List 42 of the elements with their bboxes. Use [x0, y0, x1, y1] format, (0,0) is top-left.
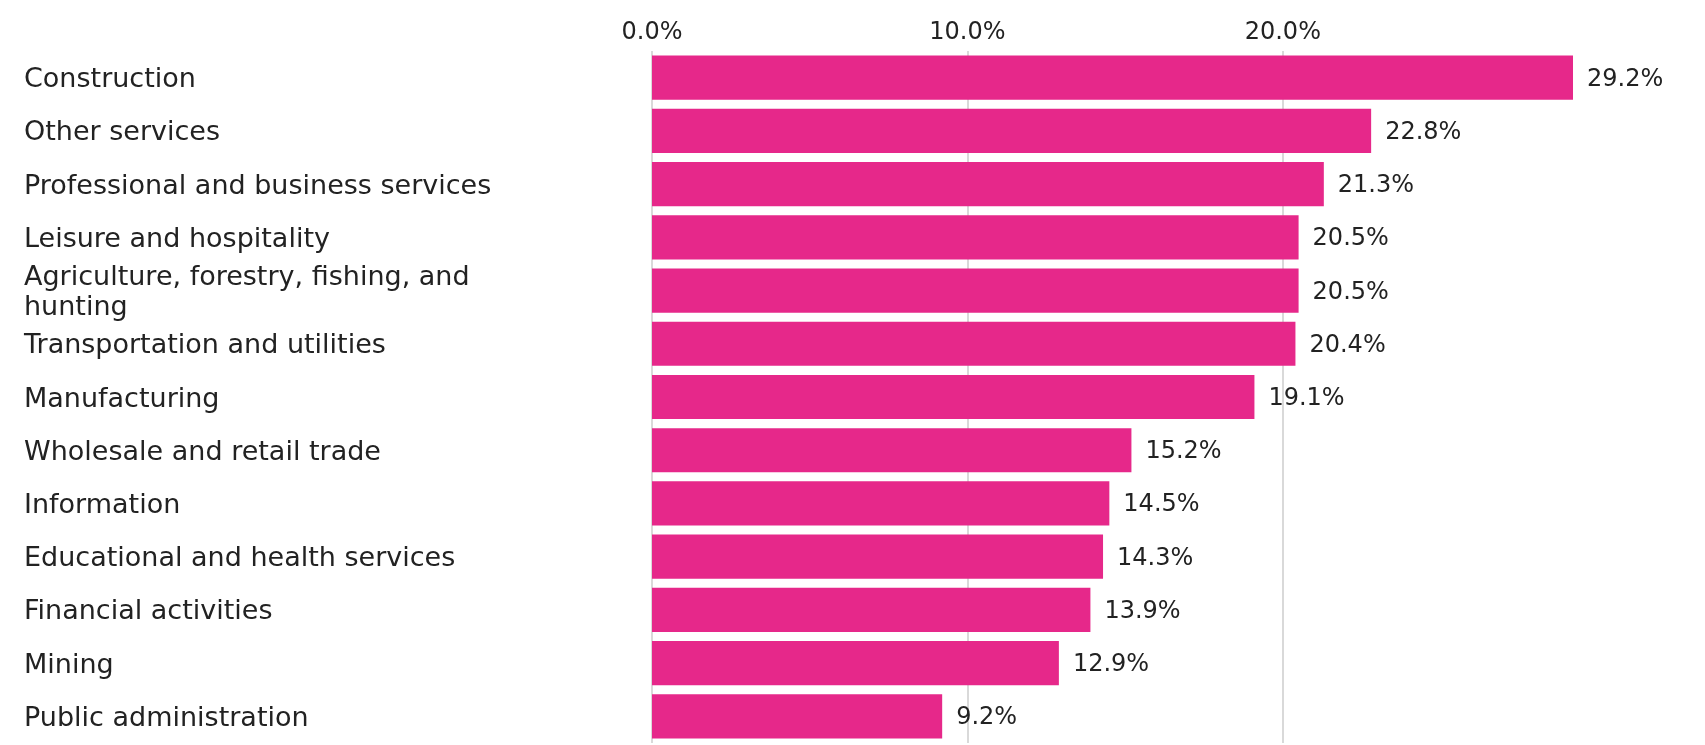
bar — [652, 428, 1132, 473]
bar — [652, 481, 1110, 526]
bar — [652, 108, 1372, 153]
y-tick-label: Mining — [24, 647, 114, 679]
x-tick-label: 0.0% — [621, 17, 683, 45]
bar — [652, 215, 1299, 260]
data-label: 20.5% — [1312, 223, 1389, 252]
y-tick-label: Professional and business services — [24, 168, 492, 200]
data-label: 19.1% — [1268, 383, 1345, 411]
y-tick-label: Leisure and hospitality — [24, 221, 330, 253]
data-label: 22.8% — [1385, 116, 1462, 145]
data-label: 15.2% — [1145, 436, 1222, 465]
bar — [652, 268, 1299, 313]
bar — [652, 55, 1573, 100]
data-label: 21.3% — [1337, 170, 1415, 199]
x-tick-label: 20.0% — [1244, 17, 1321, 45]
y-tick-label: Agriculture, forestry, fishing, and hunting — [24, 260, 479, 322]
y-tick-label: Construction — [24, 62, 196, 94]
data-label: 12.9% — [1072, 649, 1150, 678]
y-tick-label: Transportation and utilities — [23, 328, 386, 360]
bar — [652, 694, 943, 739]
y-tick-label: Financial activities — [24, 594, 273, 626]
y-tick-label: Information — [24, 487, 181, 519]
bar — [652, 161, 1324, 207]
data-label: 13.9% — [1104, 595, 1181, 624]
data-label: 9.2% — [956, 702, 1018, 731]
y-tick-label: Wholesale and retail trade — [24, 434, 381, 466]
y-tick-label: Manufacturing — [24, 381, 220, 413]
x-tick-label: 10.0% — [929, 17, 1006, 45]
data-label: 20.5% — [1312, 276, 1389, 305]
y-tick-label: Educational and health services — [24, 541, 456, 573]
y-tick-label: Other services — [24, 115, 221, 147]
bar — [652, 587, 1091, 633]
y-tick-label: Public administration — [24, 700, 309, 732]
bar — [652, 321, 1296, 366]
data-label: 20.4% — [1309, 329, 1386, 358]
bar — [652, 534, 1104, 579]
data-label: 14.5% — [1123, 489, 1200, 518]
bar — [652, 374, 1255, 420]
data-label: 14.3% — [1117, 542, 1194, 571]
bar — [652, 641, 1059, 686]
data-label: 29.2% — [1587, 63, 1664, 92]
